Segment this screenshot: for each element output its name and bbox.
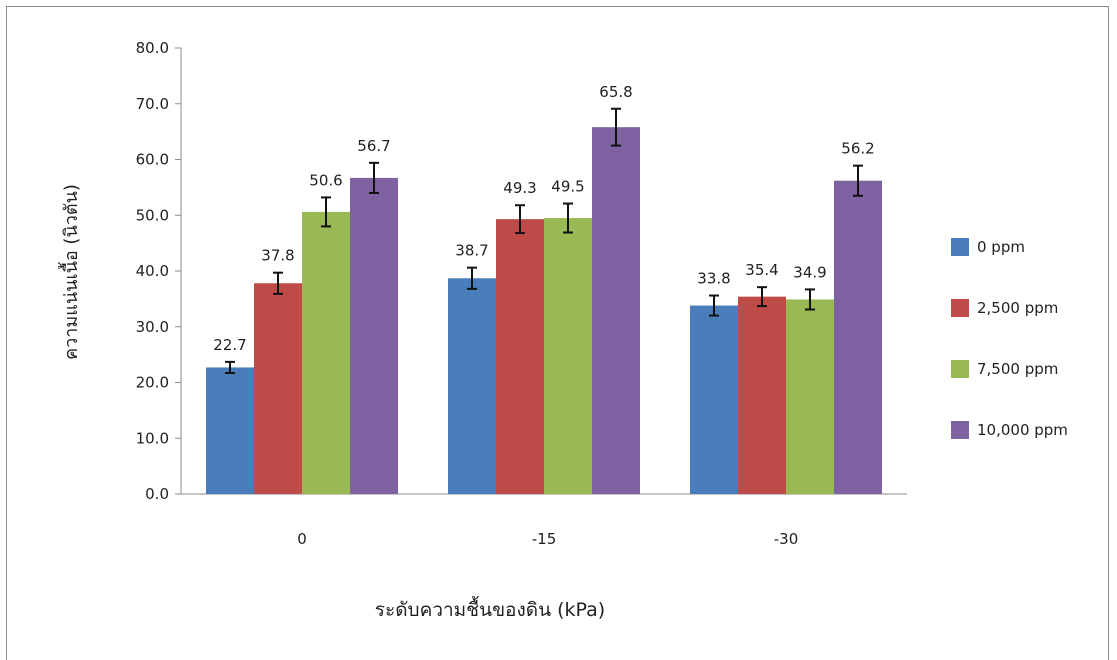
data-label: 49.5	[551, 178, 584, 196]
bar	[690, 305, 738, 494]
bars: 22.7 37.8 50.6 56.7 38.7 49.3 49.5 65.8 33.8 35.4…	[206, 83, 882, 494]
x-tick-label: 0	[297, 530, 307, 548]
legend-label: 0 ppm	[977, 238, 1025, 256]
legend-swatch	[951, 238, 969, 256]
bar	[496, 219, 544, 494]
bar	[448, 278, 496, 494]
y-ticks: 0.0 10.0 20.0 30.0 40.0 50.0 60.0 70.0 80.0	[136, 39, 181, 503]
data-label: 34.9	[793, 263, 826, 281]
data-label: 37.8	[261, 247, 294, 265]
data-label: 65.8	[599, 83, 632, 101]
y-tick-label: 20.0	[136, 374, 169, 392]
y-tick-label: 0.0	[145, 485, 169, 503]
legend: 0 ppm 2,500 ppm 7,500 ppm 10,000 ppm	[951, 238, 1068, 439]
legend-label: 7,500 ppm	[977, 360, 1058, 378]
x-tick-label: -30	[774, 530, 799, 548]
legend-swatch	[951, 299, 969, 317]
data-label: 38.7	[455, 242, 488, 260]
chart-frame: 0.0 10.0 20.0 30.0 40.0 50.0 60.0 70.0 80.0 22.7…	[6, 6, 1109, 660]
bar	[738, 296, 786, 494]
legend-swatch	[951, 360, 969, 378]
y-tick-label: 30.0	[136, 318, 169, 336]
data-label: 56.7	[357, 137, 390, 155]
bar	[786, 299, 834, 494]
y-tick-label: 70.0	[136, 95, 169, 113]
x-tick-label: -15	[532, 530, 557, 548]
legend-label: 10,000 ppm	[977, 421, 1068, 439]
bar	[302, 211, 350, 494]
y-tick-label: 40.0	[136, 262, 169, 280]
data-label: 50.6	[309, 171, 342, 189]
data-label: 33.8	[697, 270, 730, 288]
bar	[834, 180, 882, 494]
bar	[350, 177, 398, 494]
y-tick-label: 60.0	[136, 151, 169, 169]
legend-swatch	[951, 421, 969, 439]
y-tick-label: 10.0	[136, 429, 169, 447]
x-ticks: 0 -15 -30	[297, 530, 798, 548]
bar	[254, 283, 302, 494]
y-tick-label: 50.0	[136, 206, 169, 224]
y-axis-label: ความแน่นเนื้อ (นิวตัน)	[58, 184, 82, 360]
legend-label: 2,500 ppm	[977, 299, 1058, 317]
bar	[592, 127, 640, 494]
data-label: 56.2	[841, 140, 874, 158]
y-tick-label: 80.0	[136, 39, 169, 57]
data-label: 35.4	[745, 261, 778, 279]
x-axis-label: ระดับความชื้นของดิน (kPa)	[375, 596, 605, 621]
data-label: 22.7	[213, 336, 246, 354]
bar	[544, 218, 592, 494]
bar	[206, 367, 254, 494]
data-label: 49.3	[503, 179, 536, 197]
bar-chart: 0.0 10.0 20.0 30.0 40.0 50.0 60.0 70.0 80.0 22.7…	[58, 39, 1068, 621]
